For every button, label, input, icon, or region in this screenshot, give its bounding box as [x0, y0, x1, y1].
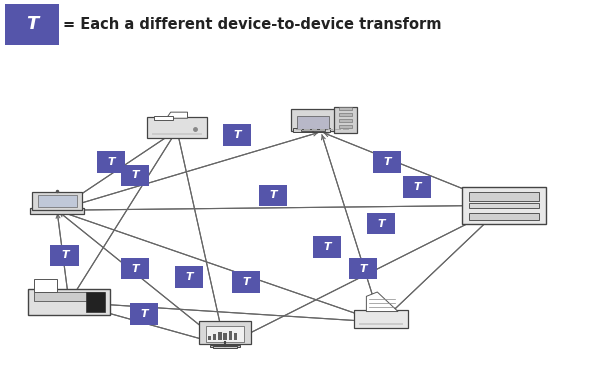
Text: T: T — [377, 218, 385, 228]
FancyBboxPatch shape — [367, 213, 395, 234]
Text: T: T — [131, 170, 139, 180]
Bar — [223, 333, 227, 340]
Bar — [213, 346, 237, 348]
Text: T: T — [359, 264, 367, 274]
FancyBboxPatch shape — [259, 185, 287, 206]
FancyBboxPatch shape — [50, 245, 79, 266]
FancyBboxPatch shape — [32, 192, 82, 210]
FancyBboxPatch shape — [175, 266, 203, 288]
FancyBboxPatch shape — [373, 151, 401, 172]
FancyBboxPatch shape — [148, 118, 206, 137]
Bar — [328, 129, 333, 131]
FancyBboxPatch shape — [28, 289, 110, 315]
FancyBboxPatch shape — [121, 258, 149, 280]
FancyBboxPatch shape — [403, 176, 431, 198]
Text: T: T — [323, 242, 331, 252]
Bar — [469, 192, 539, 201]
Polygon shape — [367, 292, 398, 311]
FancyBboxPatch shape — [130, 303, 158, 324]
Bar — [210, 345, 240, 347]
FancyBboxPatch shape — [199, 321, 251, 344]
Bar — [339, 119, 352, 122]
FancyBboxPatch shape — [290, 109, 335, 131]
Bar — [206, 326, 244, 342]
Text: T: T — [242, 277, 250, 287]
Text: T: T — [107, 157, 115, 167]
Bar — [152, 132, 202, 135]
Bar — [296, 129, 302, 131]
Text: T: T — [413, 182, 421, 192]
Text: T: T — [26, 15, 38, 33]
Text: T: T — [185, 272, 193, 282]
Text: T: T — [233, 130, 241, 140]
Bar — [296, 116, 329, 129]
Bar — [208, 336, 211, 340]
FancyBboxPatch shape — [462, 187, 546, 223]
FancyBboxPatch shape — [5, 5, 59, 45]
Bar — [34, 292, 104, 301]
Bar — [339, 113, 352, 116]
FancyBboxPatch shape — [223, 124, 251, 146]
Polygon shape — [154, 116, 173, 120]
FancyBboxPatch shape — [354, 310, 408, 328]
Bar — [339, 125, 352, 128]
FancyBboxPatch shape — [232, 271, 260, 293]
Bar — [234, 333, 238, 340]
Bar — [301, 129, 325, 131]
FancyBboxPatch shape — [334, 106, 356, 133]
Bar — [469, 214, 539, 220]
Bar — [37, 195, 77, 207]
Bar — [304, 129, 310, 131]
Text: T: T — [269, 190, 277, 200]
Bar — [86, 292, 105, 312]
FancyBboxPatch shape — [97, 151, 125, 172]
FancyBboxPatch shape — [349, 258, 377, 280]
Bar — [320, 129, 325, 131]
Bar — [343, 129, 349, 131]
Bar — [469, 203, 539, 208]
Bar — [229, 331, 232, 340]
Bar — [359, 323, 403, 325]
Bar — [339, 107, 352, 110]
Text: T: T — [131, 264, 139, 274]
Text: T: T — [383, 157, 391, 167]
Polygon shape — [34, 279, 57, 293]
Bar — [312, 129, 317, 131]
Bar — [213, 334, 217, 340]
Bar — [335, 129, 341, 131]
Bar — [218, 332, 221, 340]
Text: T: T — [140, 309, 148, 319]
FancyBboxPatch shape — [30, 208, 84, 214]
Polygon shape — [166, 112, 187, 118]
Text: = Each a different device-to-device transform: = Each a different device-to-device tran… — [63, 17, 442, 33]
Text: T: T — [61, 250, 68, 260]
FancyBboxPatch shape — [313, 236, 341, 258]
FancyBboxPatch shape — [121, 164, 149, 186]
FancyBboxPatch shape — [293, 129, 331, 132]
